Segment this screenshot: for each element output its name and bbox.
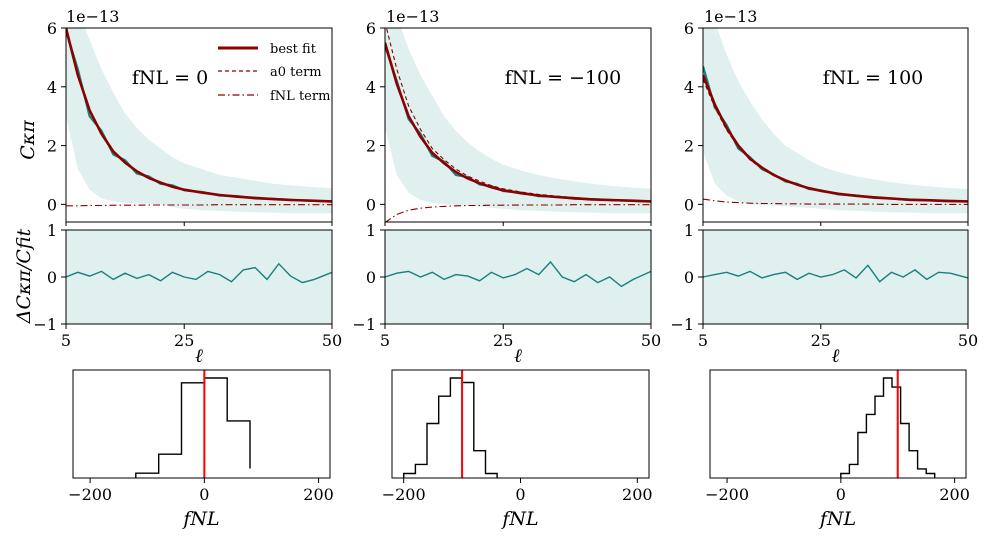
p3-hist-xtick-label: −200 <box>705 485 749 504</box>
p1-hist-steps <box>135 377 251 478</box>
p2-resid-ytick-label: 0 <box>366 268 376 287</box>
p3-cl-ytick-label: 0 <box>684 195 694 214</box>
p2-resid-xtick-label: 50 <box>641 331 661 350</box>
p3-resid-line <box>702 264 969 283</box>
p2-hist-xlabel: fNL <box>500 508 538 530</box>
p3-resid-band <box>703 230 968 324</box>
p1-hist-frame <box>72 369 331 479</box>
p1-resid-xtick-label: 25 <box>174 331 194 350</box>
offset-text-2: 1e−13 <box>386 7 439 26</box>
p1-cl-ytick-label: 4 <box>47 78 57 97</box>
p1-resid-ytick-label: 0 <box>47 268 57 287</box>
p2-cl-ytick-label: 0 <box>366 195 376 214</box>
offset-text-3: 1e−13 <box>704 7 757 26</box>
p1-hist-xtick-label: 0 <box>199 485 209 504</box>
p2-cl-error-band <box>385 28 651 214</box>
p2-hist-xtick-label: 200 <box>622 485 653 504</box>
p2-cl-ytick-label: 2 <box>366 137 376 156</box>
p3-cl-ytick-label: 6 <box>684 19 694 38</box>
p1-resid-xtick-label: 5 <box>61 331 71 350</box>
p2-cl-frame <box>384 27 652 223</box>
p3-resid-xtick-label: 5 <box>698 331 708 350</box>
legend-label-best-fit: best fit <box>270 42 317 57</box>
p3-cl-best-fit-line <box>703 74 968 203</box>
p1-hist-panel: −200 0 200 fNL <box>68 369 334 530</box>
p2-hist-xtick-label: 0 <box>515 485 525 504</box>
p3-resid-xtick-label: 50 <box>958 331 978 350</box>
p2-cl-panel: 0 2 4 6 fNL = −100 <box>366 19 652 226</box>
p2-resid-xtick-label: 25 <box>493 331 513 350</box>
p3-resid-ytick-label: 0 <box>684 268 694 287</box>
p1-hist-xtick-label: −200 <box>68 485 112 504</box>
p2-resid-ytick-label: −1 <box>352 315 376 334</box>
p3-cl-plot-area <box>703 28 968 214</box>
p1-cl-ytick-label: 0 <box>47 195 57 214</box>
p1-cl-ytick-label: 6 <box>47 19 57 38</box>
p2-hist-steps <box>403 377 498 478</box>
p1-cl-error-band <box>66 28 332 214</box>
p3-hist-xtick-label: 0 <box>836 485 846 504</box>
offset-text-1: 1e−13 <box>66 7 119 26</box>
p2-cl-best-fit-line <box>385 42 651 203</box>
p1-hist-xtick-label: 200 <box>303 485 334 504</box>
p1-resid-xtick-label: 50 <box>322 331 342 350</box>
p1-cl-annotation: fNL = 0 <box>132 67 208 89</box>
legend-label-a0-term: a0 term <box>270 65 322 80</box>
ylabel-top: Cκπ <box>17 120 39 160</box>
p1-resid-ytick-label: 1 <box>47 221 57 240</box>
p2-resid-ytick-label: 1 <box>366 221 376 240</box>
p2-hist-xtick-label: −200 <box>382 485 426 504</box>
p3-resid-ytick-label: 1 <box>684 221 694 240</box>
p2-resid-xtick-label: 5 <box>380 331 390 350</box>
p3-resid-xlabel: ℓ <box>832 345 840 367</box>
p1-cl-ytick-label: 2 <box>47 137 57 156</box>
p3-cl-fnl-term-line <box>703 198 968 205</box>
p2-resid-band <box>385 230 651 324</box>
legend-label-fnl-term: fNL term <box>270 89 330 104</box>
p1-cl-fnl-term-line <box>66 204 332 207</box>
p1-resid-line <box>65 262 333 284</box>
p3-cl-ytick-label: 2 <box>684 137 694 156</box>
p3-hist-xlabel: fNL <box>818 508 856 530</box>
p3-cl-annotation: fNL = 100 <box>823 67 924 89</box>
p3-resid-xtick-label: 25 <box>811 331 831 350</box>
p3-hist-steps <box>840 377 936 478</box>
p3-resid-panel: −1 0 1 5 25 50 ℓ <box>670 221 978 367</box>
p1-cl-frame <box>65 27 333 223</box>
legend: best fit a0 term fNL term <box>218 42 330 104</box>
p3-cl-panel: 0 2 4 6 fNL = 100 <box>684 19 969 226</box>
p1-hist-xlabel: fNL <box>181 508 219 530</box>
p2-cl-annotation: fNL = −100 <box>505 67 621 89</box>
p2-hist-panel: −200 0 200 fNL <box>382 369 653 530</box>
p2-resid-xlabel: ℓ <box>514 345 522 367</box>
p3-hist-xtick-label: 200 <box>939 485 970 504</box>
p3-cl-frame <box>702 27 969 223</box>
p2-cl-plot-area <box>385 28 651 222</box>
p1-cl-panel: 0 2 4 6 fNL = 0 <box>47 19 333 226</box>
p2-cl-ytick-label: 4 <box>366 78 376 97</box>
ylabel-mid: ΔCκπ/Cfit <box>13 228 35 324</box>
p2-resid-panel: −1 0 1 5 25 50 ℓ <box>352 221 661 367</box>
p2-resid-line <box>384 260 652 288</box>
p1-resid-ytick-label: −1 <box>33 315 57 334</box>
p3-hist-panel: −200 0 200 fNL <box>705 369 970 530</box>
p1-cl-plot-area <box>66 28 332 214</box>
p3-hist-frame <box>709 369 967 479</box>
p1-resid-xlabel: ℓ <box>195 345 203 367</box>
p2-cl-ytick-label: 6 <box>366 19 376 38</box>
p3-cl-error-band <box>703 28 968 214</box>
p1-resid-panel: −1 0 1 5 25 50 ℓ <box>33 221 342 367</box>
p3-resid-ytick-label: −1 <box>670 315 694 334</box>
p3-cl-ytick-label: 4 <box>684 78 694 97</box>
p1-cl-best-fit-line <box>66 28 332 203</box>
